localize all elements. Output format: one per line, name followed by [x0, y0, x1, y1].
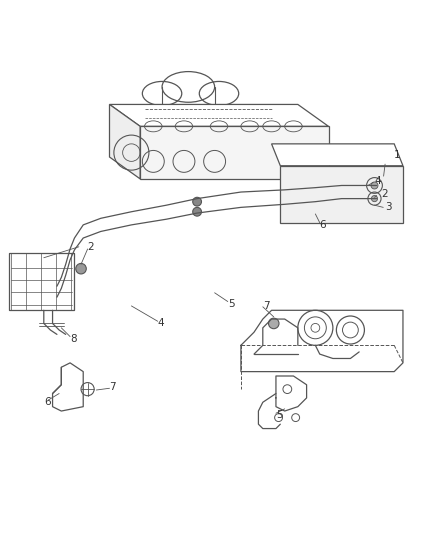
Text: 7: 7	[110, 382, 116, 392]
Text: 6: 6	[320, 220, 326, 230]
Polygon shape	[140, 126, 328, 179]
Polygon shape	[110, 104, 140, 179]
Text: 7: 7	[263, 301, 269, 311]
Text: 1: 1	[394, 150, 401, 160]
Text: 6: 6	[44, 397, 50, 407]
Text: 2: 2	[381, 189, 388, 199]
FancyBboxPatch shape	[9, 253, 74, 310]
Circle shape	[193, 197, 201, 206]
Text: 8: 8	[70, 334, 77, 344]
Text: 3: 3	[385, 203, 392, 212]
Circle shape	[371, 182, 378, 189]
Polygon shape	[110, 104, 328, 126]
Polygon shape	[272, 144, 403, 166]
Text: 5: 5	[276, 410, 283, 421]
Text: 4: 4	[374, 176, 381, 186]
Circle shape	[193, 207, 201, 216]
Circle shape	[76, 263, 86, 274]
Text: 4: 4	[158, 318, 164, 328]
Text: 2: 2	[88, 242, 94, 252]
Circle shape	[268, 318, 279, 329]
Polygon shape	[280, 166, 403, 223]
Text: 5: 5	[228, 298, 234, 309]
Circle shape	[371, 196, 378, 201]
